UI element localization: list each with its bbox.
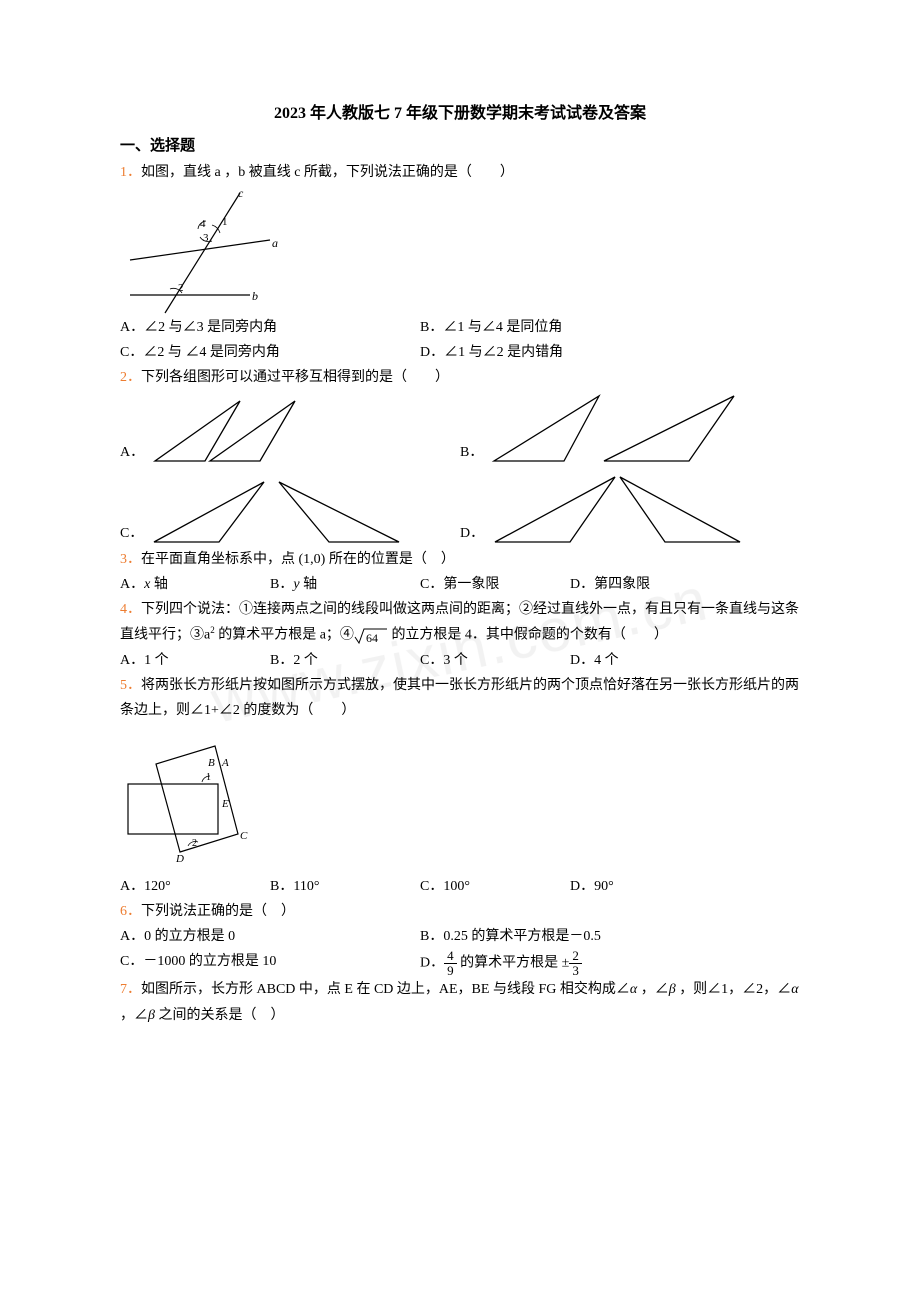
q7-t5: 之间的关系是（ ）	[155, 1008, 285, 1023]
svg-text:D: D	[175, 853, 184, 864]
q2-lab-d: D．	[460, 521, 484, 546]
q6-options: A．0 的立方根是 0 B．0.25 的算术平方根是－0.5 C．－1000 的…	[120, 924, 800, 977]
q4-opt-b: B．2 个	[270, 648, 420, 673]
sqrt-icon: 64	[354, 627, 388, 645]
q7-t2: ，∠	[637, 982, 669, 997]
svg-text:2: 2	[178, 282, 184, 294]
question-6: 6．下列说法正确的是（ ）	[120, 899, 800, 924]
svg-text:1: 1	[206, 772, 211, 783]
q3-num: 3．	[120, 552, 141, 567]
q7-num: 7．	[120, 982, 141, 997]
q3-opt-c: C．第一象限	[420, 572, 570, 597]
q6-opt-c: C．－1000 的立方根是 10	[120, 949, 420, 977]
svg-text:3: 3	[203, 232, 209, 244]
question-1: 1．如图，直线 a ，b 被直线 c 所截，下列说法正确的是（ ）	[120, 160, 800, 185]
q5-options: A．120° B．110° C．100° D．90°	[120, 874, 800, 899]
q2-fig-d	[490, 472, 750, 547]
question-2: 2．下列各组图形可以通过平移互相得到的是（ ）	[120, 365, 800, 390]
q2-figures-row2: C． D．	[120, 472, 800, 547]
q3-text: 在平面直角坐标系中，点 (1,0) 所在的位置是（ ）	[141, 552, 455, 567]
svg-text:b: b	[252, 289, 258, 303]
q1-figure: c a b 1 4 3 2	[120, 185, 800, 315]
svg-text:C: C	[240, 830, 248, 842]
svg-text:64: 64	[366, 631, 378, 645]
q1-text: 如图，直线 a ，b 被直线 c 所截，下列说法正确的是（ ）	[141, 165, 514, 180]
q4-opt-c: C．3 个	[420, 648, 570, 673]
q6-num: 6．	[120, 904, 141, 919]
q5-text: 将两张长方形纸片按如图所示方式摆放，使其中一张长方形纸片的两个顶点恰好落在另一张…	[120, 678, 799, 718]
q2-fig-c	[149, 477, 409, 547]
svg-text:A: A	[221, 757, 229, 769]
question-3: 3．在平面直角坐标系中，点 (1,0) 所在的位置是（ ）	[120, 547, 800, 572]
q5-opt-a: A．120°	[120, 874, 270, 899]
q7-t1: 如图所示，长方形 ABCD 中，点 E 在 CD 边上，AE，BE 与线段 FG…	[141, 982, 630, 997]
q2-figures-row1: A． B．	[120, 391, 800, 466]
q2-lab-a: A．	[120, 440, 144, 465]
q4-opt-d: D．4 个	[570, 648, 720, 673]
q4-num: 4．	[120, 602, 141, 617]
svg-text:a: a	[272, 236, 278, 250]
q2-lab-b: B．	[460, 440, 483, 465]
q4-options: A．1 个 B．2 个 C．3 个 D．4 个	[120, 648, 800, 673]
q1-opt-c: C．∠2 与 ∠4 是同旁内角	[120, 340, 420, 365]
q4-text2: 的算术平方根是 a；④	[215, 628, 354, 643]
svg-text:1: 1	[222, 216, 228, 228]
q2-lab-c: C．	[120, 521, 143, 546]
q5-opt-b: B．110°	[270, 874, 420, 899]
svg-text:E: E	[221, 798, 229, 810]
q4-text3: 的立方根是 4．其中假命题的个数有（ ）	[388, 628, 668, 643]
svg-text:2: 2	[192, 838, 197, 849]
q2-fig-a	[150, 396, 350, 466]
question-7: 7．如图所示，长方形 ABCD 中，点 E 在 CD 边上，AE，BE 与线段 …	[120, 977, 800, 1027]
q7-t4: ，∠	[120, 1008, 148, 1023]
q2-num: 2．	[120, 370, 141, 385]
section-heading: 一、选择题	[120, 133, 800, 160]
q3-opt-d: D．第四象限	[570, 572, 720, 597]
q6-opt-a: A．0 的立方根是 0	[120, 924, 420, 949]
page-title: 2023 年人教版七 7 年级下册数学期末考试试卷及答案	[120, 100, 800, 129]
svg-text:4: 4	[200, 218, 206, 230]
q5-opt-c: C．100°	[420, 874, 570, 899]
q6-text: 下列说法正确的是（ ）	[141, 904, 295, 919]
q3-opt-a: A．x 轴	[120, 572, 270, 597]
q1-options: A．∠2 与∠3 是同旁内角 B．∠1 与∠4 是同位角 C．∠2 与 ∠4 是…	[120, 315, 800, 365]
q3-opt-b: B．y 轴	[270, 572, 420, 597]
q2-text: 下列各组图形可以通过平移互相得到的是（ ）	[141, 370, 449, 385]
q6-opt-d: D．49 的算术平方根是 ±23	[420, 949, 720, 977]
q1-opt-b: B．∠1 与∠4 是同位角	[420, 315, 720, 340]
q5-num: 5．	[120, 678, 141, 693]
svg-text:B: B	[208, 757, 215, 769]
q6-opt-b: B．0.25 的算术平方根是－0.5	[420, 924, 720, 949]
q1-num: 1．	[120, 165, 141, 180]
q1-opt-a: A．∠2 与∠3 是同旁内角	[120, 315, 420, 340]
q1-opt-d: D．∠1 与∠2 是内错角	[420, 340, 720, 365]
q2-fig-b	[489, 391, 749, 466]
q3-options: A．x 轴 B．y 轴 C．第一象限 D．第四象限	[120, 572, 800, 597]
question-4: 4．下列四个说法：①连接两点之间的线段叫做这两点间的距离；②经过直线外一点，有且…	[120, 597, 800, 648]
q4-opt-a: A．1 个	[120, 648, 270, 673]
q5-opt-d: D．90°	[570, 874, 720, 899]
svg-text:c: c	[238, 186, 244, 200]
q7-t3: ，则∠1，∠2，∠	[676, 982, 792, 997]
question-5: 5．将两张长方形纸片按如图所示方式摆放，使其中一张长方形纸片的两个顶点恰好落在另…	[120, 673, 800, 723]
q5-figure: A B C D E 1 2	[120, 734, 800, 864]
